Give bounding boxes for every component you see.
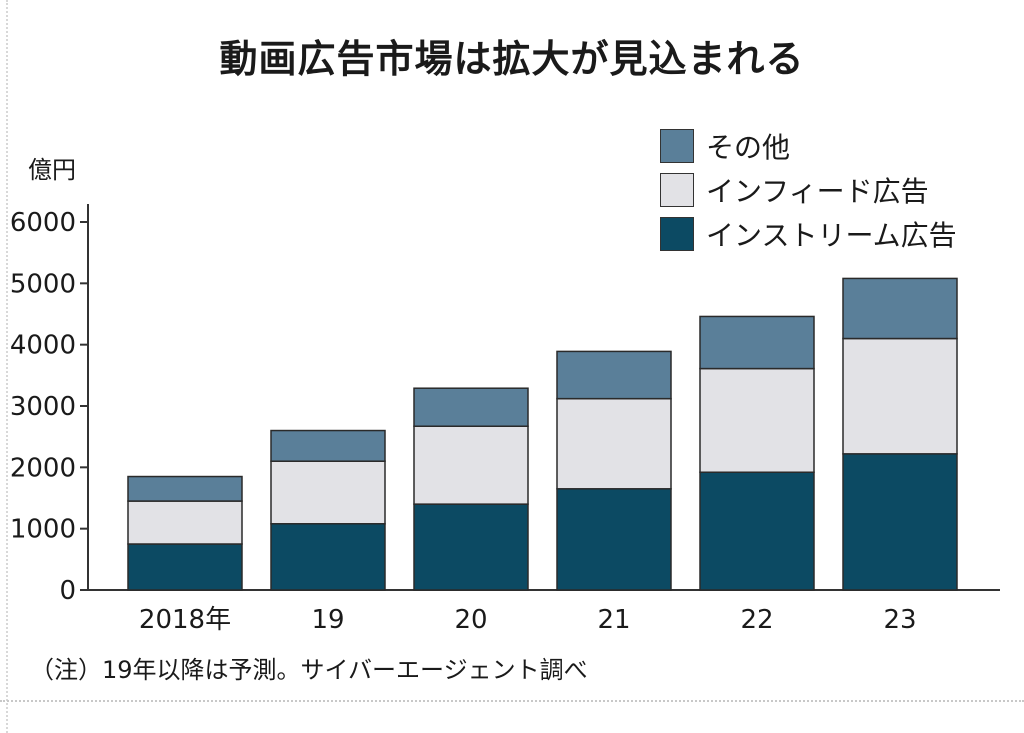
chart-footnote: （注）19年以降は予測。サイバーエージェント調べ xyxy=(30,656,588,684)
bar-segment xyxy=(556,397,672,490)
bottom-dotted-border xyxy=(0,700,1024,702)
legend-swatch xyxy=(660,173,694,207)
y-tick-label: 3000 xyxy=(10,392,76,422)
left-dotted-border xyxy=(6,0,8,733)
legend-swatch xyxy=(660,129,694,163)
bar-segment xyxy=(842,453,958,591)
legend-swatch xyxy=(660,217,694,251)
x-tick-label: 20 xyxy=(454,605,487,635)
bar-segment xyxy=(699,367,815,473)
bar-segment xyxy=(270,523,386,591)
y-tick-label: 2000 xyxy=(10,453,76,483)
bar-segment xyxy=(413,503,529,591)
bar-segment xyxy=(556,488,672,591)
legend-item: インストリーム広告 xyxy=(660,212,957,256)
y-tick-label: 1000 xyxy=(10,515,76,545)
bar-segment xyxy=(127,475,243,502)
bar-segment xyxy=(842,337,958,455)
bar-segment xyxy=(127,543,243,591)
bar-segment xyxy=(413,387,529,427)
bar-segment xyxy=(556,350,672,400)
y-tick-label: 5000 xyxy=(10,269,76,299)
legend-label: その他 xyxy=(706,131,791,164)
legend-item: インフィード広告 xyxy=(660,168,957,212)
y-tick-label: 6000 xyxy=(10,208,76,238)
x-tick-label: 19 xyxy=(311,605,344,635)
bar-segment xyxy=(699,315,815,370)
bar-segment xyxy=(127,500,243,545)
y-tick-label: 4000 xyxy=(10,331,76,361)
x-tick-label: 21 xyxy=(597,605,630,635)
legend-item: その他 xyxy=(660,124,957,168)
chart-legend: その他インフィード広告 インストリーム広告 xyxy=(660,124,957,256)
chart-title: 動画広告市場は拡大が見込まれる xyxy=(219,37,805,81)
bar-segment xyxy=(413,425,529,505)
x-tick-label: 2018年 xyxy=(139,605,231,635)
y-axis-unit-label: 億円 xyxy=(28,156,76,184)
legend-label: インフィード広告 xyxy=(706,175,929,208)
legend-label: インストリーム広告 xyxy=(706,219,957,252)
bar-segment xyxy=(270,429,386,462)
x-tick-label: 22 xyxy=(740,605,773,635)
bar-segment xyxy=(270,460,386,525)
bar-segment xyxy=(699,471,815,591)
y-tick-label: 0 xyxy=(59,576,76,606)
x-tick-label: 23 xyxy=(883,605,916,635)
bar-segment xyxy=(842,277,958,340)
